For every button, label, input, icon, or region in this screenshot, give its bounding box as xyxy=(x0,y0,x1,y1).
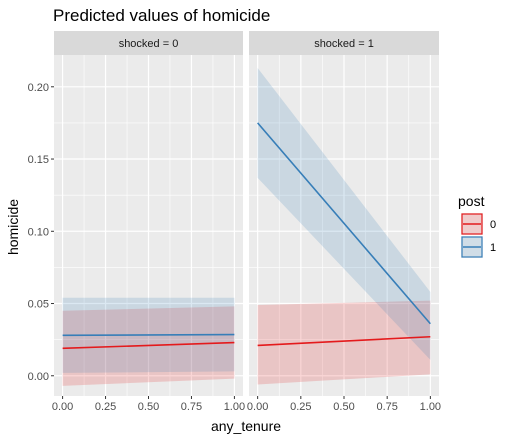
series-line-post-1 xyxy=(257,122,431,325)
y-axis: 0.00 0.05 0.10 0.15 0.20 xyxy=(28,82,54,383)
facet-strip xyxy=(249,31,439,55)
legend-label: 1 xyxy=(490,242,496,254)
facet-panels: shocked = 0 shocked = 1 xyxy=(54,31,439,396)
facet-panel-0: shocked = 0 xyxy=(54,31,243,396)
x-tick-label: 0.50 xyxy=(333,401,354,413)
x-tick-label: 1.00 xyxy=(420,401,441,413)
x-tick-label: 0.25 xyxy=(290,401,311,413)
facet-strip xyxy=(54,31,243,55)
x-tick-label: 1.00 xyxy=(224,401,245,413)
y-tick-label: 0.10 xyxy=(28,226,49,238)
x-axis-1: 0.00 0.25 0.50 0.75 1.00 xyxy=(247,396,441,413)
y-tick-label: 0.05 xyxy=(28,299,49,311)
x-axis-0: 0.00 0.25 0.50 0.75 1.00 xyxy=(52,396,245,413)
x-tick-label: 0.00 xyxy=(52,401,73,413)
y-tick-label: 0.00 xyxy=(28,371,49,383)
y-tick-label: 0.15 xyxy=(28,154,49,166)
legend-label: 0 xyxy=(490,219,496,231)
x-tick-label: 0.25 xyxy=(95,401,116,413)
ci-ribbon-post-0 xyxy=(257,300,431,385)
x-tick-label: 0.75 xyxy=(376,401,397,413)
x-tick-label: 0.00 xyxy=(247,401,268,413)
chart-title: Predicted values of homicide xyxy=(53,6,270,25)
legend-title: post xyxy=(458,193,485,209)
x-tick-label: 0.50 xyxy=(138,401,159,413)
x-axes: 0.00 0.25 0.50 0.75 1.00 0.00 0.25 0.50 0.75 1.00 xyxy=(52,396,441,413)
series-line-post-1 xyxy=(62,333,235,337)
y-tick-label: 0.20 xyxy=(28,82,49,94)
x-tick-label: 0.75 xyxy=(181,401,202,413)
x-axis-title: any_tenure xyxy=(211,418,281,434)
facet-strip-label: shocked = 1 xyxy=(314,38,374,50)
facet-strip-label: shocked = 0 xyxy=(119,38,179,50)
y-axis-title: homicide xyxy=(5,199,21,255)
legend: post 0 1 xyxy=(458,193,496,258)
series-line-post-0 xyxy=(257,335,431,347)
ci-ribbon-post-1 xyxy=(257,68,431,360)
facet-panel-1: shocked = 1 xyxy=(249,31,439,396)
series-line-post-0 xyxy=(62,341,235,350)
